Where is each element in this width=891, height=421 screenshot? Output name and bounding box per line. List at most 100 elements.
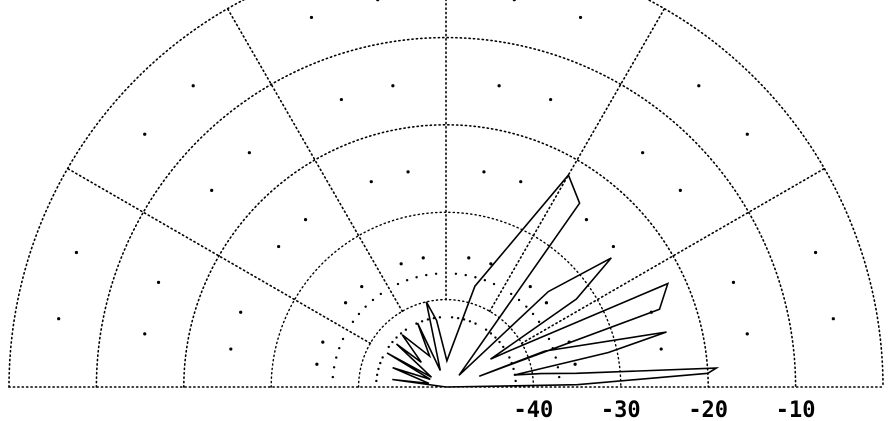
grid-dot xyxy=(492,282,496,286)
grid-dot xyxy=(482,170,486,174)
grid-dot xyxy=(364,305,367,308)
grid-dot xyxy=(391,84,395,88)
grid-dot xyxy=(396,282,400,286)
grid-dot xyxy=(611,244,615,249)
grid-dot xyxy=(474,276,477,279)
grid-dot xyxy=(405,279,409,282)
grid-spoke-150 xyxy=(66,167,372,345)
grid-dot xyxy=(584,218,589,222)
grid-dot xyxy=(371,298,375,302)
grid-dot xyxy=(338,346,341,350)
grid-dot xyxy=(489,262,493,266)
grid-dot xyxy=(514,379,517,383)
grid-dot xyxy=(489,332,493,335)
grid-dot xyxy=(357,312,361,316)
grid-dot xyxy=(547,337,551,341)
grid-dot xyxy=(512,0,516,2)
grid-dot xyxy=(483,279,487,282)
grid-dot xyxy=(464,273,467,277)
grid-dot xyxy=(697,84,701,88)
grid-dot xyxy=(434,272,438,276)
grid-dot xyxy=(377,367,380,371)
grid-ring-minus20 xyxy=(183,124,709,388)
grid-dot xyxy=(525,305,528,308)
grid-dot xyxy=(813,250,818,255)
grid-dot xyxy=(277,244,281,249)
grid-dot xyxy=(376,0,380,2)
grid-dot xyxy=(554,356,557,359)
grid-dot xyxy=(509,292,513,296)
polar-grid-spokes xyxy=(66,0,826,345)
grid-dot xyxy=(229,347,233,351)
grid-dot xyxy=(331,375,335,379)
grid-dot xyxy=(309,15,314,20)
grid-spoke-60 xyxy=(488,7,666,313)
grid-dot xyxy=(745,132,749,136)
grid-dot xyxy=(462,318,466,321)
radial-tick-labels: -40 -30 -20 -10 xyxy=(514,398,816,421)
grid-dot xyxy=(544,301,549,305)
grid-dot xyxy=(395,336,398,339)
grid-dot xyxy=(415,322,418,325)
grid-dot xyxy=(375,373,379,377)
grid-dot xyxy=(831,317,835,321)
grid-spoke-30 xyxy=(520,167,826,345)
grid-dot xyxy=(387,345,390,349)
grid-dot xyxy=(450,316,454,319)
grid-dot xyxy=(303,218,308,222)
grid-dot xyxy=(332,366,336,369)
grid-dot xyxy=(74,250,79,255)
grid-dot xyxy=(474,322,477,325)
grid-dot xyxy=(641,151,645,155)
grid-dot xyxy=(381,356,384,359)
grid-dot xyxy=(421,256,425,260)
grid-dot xyxy=(369,180,373,184)
grid-dot xyxy=(512,367,515,371)
grid-dot xyxy=(578,15,583,20)
grid-dot xyxy=(341,337,345,341)
grid-dot xyxy=(415,276,418,279)
grid-dot xyxy=(375,379,378,383)
grid-dot xyxy=(425,273,428,277)
grid-dot xyxy=(508,356,511,359)
grid-dot xyxy=(351,320,355,324)
grid-dot xyxy=(497,84,501,88)
grid-dot xyxy=(426,318,430,321)
radial-tick-label: -30 xyxy=(601,398,641,421)
grid-dot xyxy=(391,340,394,344)
grid-dot xyxy=(456,316,460,320)
grid-ring-0 xyxy=(8,0,884,388)
grid-dot xyxy=(379,361,382,365)
grid-dot xyxy=(573,362,577,366)
grid-dot xyxy=(531,312,535,316)
grid-dot xyxy=(502,345,505,349)
grid-dot xyxy=(335,356,338,359)
grid-dot xyxy=(315,362,319,366)
grid-ring-minus10 xyxy=(95,36,797,388)
grid-dot xyxy=(343,301,348,305)
grid-dot xyxy=(549,97,553,102)
grid-dot xyxy=(454,272,458,276)
grid-dot xyxy=(494,336,497,339)
grid-dot xyxy=(484,328,488,331)
radiation-pattern-line xyxy=(386,173,720,388)
grid-dot xyxy=(468,320,472,323)
grid-dot xyxy=(379,292,383,296)
grid-dot xyxy=(156,280,161,284)
radial-tick-label: -40 xyxy=(514,398,554,421)
grid-dot xyxy=(406,170,410,174)
radial-tick-label: -10 xyxy=(776,398,816,421)
grid-dot xyxy=(399,262,403,266)
grid-dot xyxy=(557,375,561,379)
grid-dot xyxy=(239,310,243,314)
grid-dot xyxy=(360,284,364,289)
grid-dot xyxy=(247,151,251,155)
grid-dot xyxy=(404,328,408,331)
grid-dot xyxy=(498,340,501,344)
grid-dot xyxy=(143,332,147,336)
grid-dot xyxy=(191,84,195,88)
grid-dot xyxy=(420,320,424,323)
grid-dot xyxy=(438,316,442,319)
grid-dot xyxy=(210,188,214,192)
